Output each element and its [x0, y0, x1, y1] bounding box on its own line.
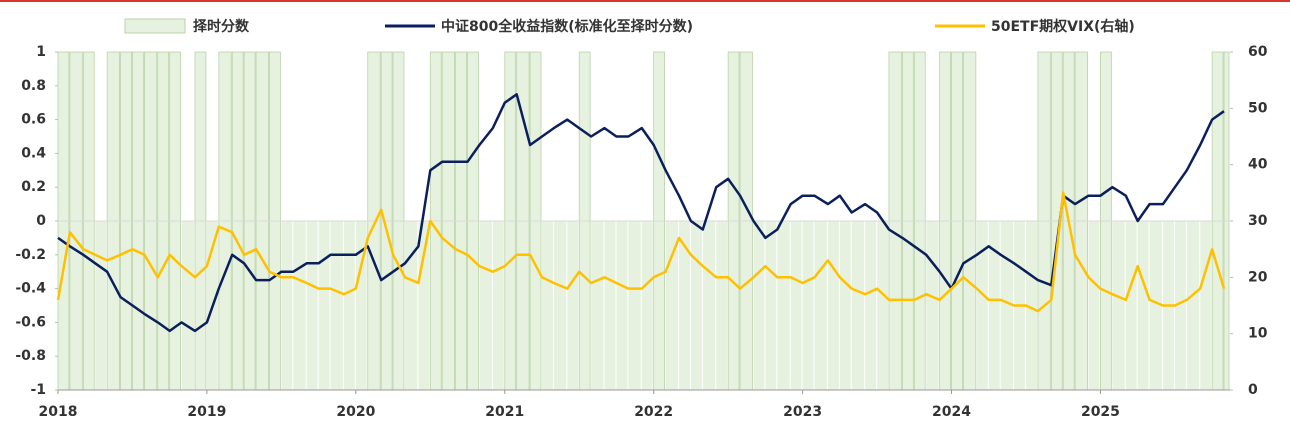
score-bar [181, 221, 195, 390]
score-bar [343, 221, 355, 390]
legend-label: 中证800全收益指数(标准化至择时分数) [441, 18, 693, 35]
score-bar [95, 221, 107, 390]
series-line [57, 93, 1225, 333]
y2-tick-label: 40 [1248, 157, 1268, 173]
x-tick-label: 2023 [783, 404, 822, 420]
y2-tick-label: 30 [1248, 213, 1268, 229]
score-bar [765, 221, 777, 390]
line-layer [56, 93, 1226, 333]
score-bar [293, 221, 306, 390]
legend: 择时分数 中证800全收益指数(标准化至择时分数) 50ETF期权VIX(右轴) [124, 18, 1135, 35]
score-bar [330, 221, 343, 390]
y-tick-label: -1 [30, 382, 46, 398]
y2-tick-label: 10 [1248, 326, 1268, 342]
x-tick-label: 2020 [336, 404, 375, 420]
y2-tick-label: 0 [1248, 382, 1258, 398]
score-bar [1137, 221, 1149, 390]
score-bar [1200, 221, 1212, 390]
score-bar [281, 221, 293, 390]
y-tick-label: 0.8 [21, 78, 46, 94]
score-bar [1186, 221, 1200, 390]
series-line [56, 191, 1226, 313]
score-bar [716, 221, 728, 390]
x-tick-label: 2021 [485, 404, 524, 420]
score-bar [690, 221, 702, 390]
y2-tick-label: 60 [1248, 44, 1268, 60]
score-bar [492, 221, 504, 390]
score-bar [976, 221, 988, 390]
score-bar [678, 221, 690, 390]
score-bar [318, 221, 330, 390]
x-tick-label: 2025 [1081, 404, 1120, 420]
y-tick-label: 0.2 [21, 179, 46, 195]
score-bar [479, 221, 492, 390]
score-bar [777, 221, 790, 390]
score-bar [1125, 221, 1137, 390]
legend-label: 择时分数 [193, 18, 250, 35]
score-bar [591, 221, 604, 390]
score-bar [790, 221, 802, 390]
score-bar [418, 221, 430, 390]
score-bar [827, 221, 839, 390]
score-bar [1025, 221, 1037, 390]
score-bar [541, 221, 553, 390]
y-tick-label: 0 [36, 213, 46, 229]
score-bar [355, 221, 367, 390]
legend-label: 50ETF期权VIX(右轴) [991, 18, 1135, 35]
score-bar [753, 221, 765, 390]
axis-layer [55, 51, 1233, 394]
score-bar [865, 221, 877, 390]
y-tick-label: -0.8 [15, 348, 46, 364]
score-bar [702, 221, 716, 390]
y-tick-label: 1 [36, 44, 46, 60]
y-tick-label: 0.4 [21, 145, 46, 161]
score-bar [814, 221, 827, 390]
x-tick-label: 2019 [187, 404, 226, 420]
legend-swatch [124, 18, 186, 34]
score-bar [877, 221, 888, 390]
x-tick-label: 2024 [932, 404, 971, 420]
score-bar [404, 221, 418, 390]
score-bar [553, 221, 567, 390]
score-bar [802, 221, 814, 390]
score-bar [851, 221, 865, 390]
score-bar [839, 221, 851, 390]
score-bar [926, 221, 939, 390]
y-tick-label: -0.6 [15, 314, 46, 330]
score-bar [306, 221, 318, 390]
score-bar [1174, 221, 1186, 390]
x-tick-label: 2022 [634, 404, 673, 420]
x-tick-label: 2018 [39, 404, 78, 420]
y-tick-label: -0.2 [15, 247, 46, 263]
y-tick-label: 0.6 [21, 112, 46, 128]
score-bar [604, 221, 616, 390]
score-bar [1112, 221, 1125, 390]
y2-tick-label: 20 [1248, 269, 1268, 285]
y-tick-label: -0.4 [15, 281, 46, 297]
score-bar [1088, 221, 1100, 390]
score-bar [616, 221, 628, 390]
y2-tick-label: 50 [1248, 100, 1268, 116]
score-bar [628, 221, 641, 390]
score-bar [567, 221, 579, 390]
score-bar [1149, 221, 1162, 390]
score-bar [1000, 221, 1014, 390]
score-bar [988, 221, 1000, 390]
score-bar [641, 221, 653, 390]
